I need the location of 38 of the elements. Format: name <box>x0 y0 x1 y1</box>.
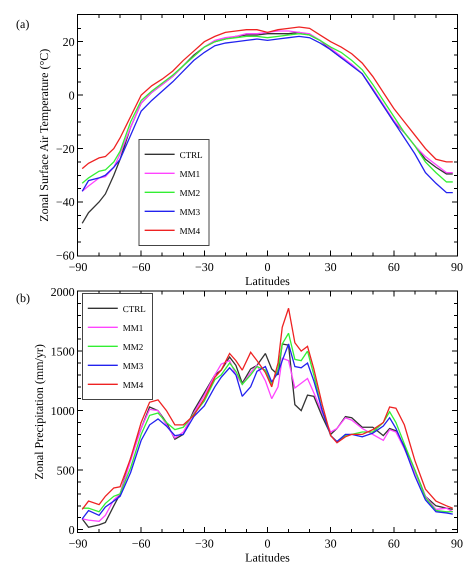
y-tick-label: 0 <box>68 88 75 102</box>
x-tick-label: 90 <box>451 536 463 550</box>
y-tick-label: 1000 <box>50 404 75 418</box>
y-tick-label: 500 <box>56 463 75 478</box>
y-tick-label: −40 <box>56 195 75 210</box>
y-tick-label: 0 <box>68 522 75 537</box>
x-axis-title: Latitudes <box>245 274 290 288</box>
legend-label: MM4 <box>180 226 201 236</box>
x-tick-label: 60 <box>388 260 400 274</box>
x-tick-label: 0 <box>264 536 270 550</box>
y-tick-label: 20 <box>62 34 75 49</box>
legend-label: MM1 <box>122 322 144 333</box>
y-tick-label: 2000 <box>50 284 75 299</box>
x-tick-label: 60 <box>388 536 400 550</box>
legend-label: MM3 <box>180 206 201 217</box>
x-tick-label: 30 <box>324 260 337 274</box>
x-axis-title: Latitudes <box>245 550 290 564</box>
legend-label: MM2 <box>180 188 200 198</box>
x-tick-label: −90 <box>68 536 88 550</box>
x-tick-label: −30 <box>194 260 214 274</box>
y-axis-title: Zonal Surface Air Temperature (°C) <box>37 48 52 222</box>
chart-title: (b) <box>16 291 30 305</box>
legend-label: CTRL <box>122 304 146 314</box>
legend-label: CTRL <box>180 150 203 160</box>
legend-label: MM2 <box>122 342 144 352</box>
x-tick-label: −60 <box>132 536 151 550</box>
legend-label: MM1 <box>180 168 200 179</box>
x-tick-label: 30 <box>324 536 337 550</box>
legend-label: MM3 <box>122 360 144 371</box>
x-tick-label: 90 <box>451 260 463 274</box>
y-tick-label: −20 <box>56 142 75 156</box>
x-tick-label: −30 <box>194 536 214 550</box>
x-tick-label: 0 <box>264 260 270 274</box>
y-axis-title: Zonal Precipitation (mm/yr) <box>32 344 46 480</box>
chart-title: (a) <box>16 17 30 31</box>
x-tick-label: −60 <box>132 260 151 274</box>
legend-label: MM4 <box>122 380 144 390</box>
y-tick-label: 1500 <box>50 344 75 358</box>
